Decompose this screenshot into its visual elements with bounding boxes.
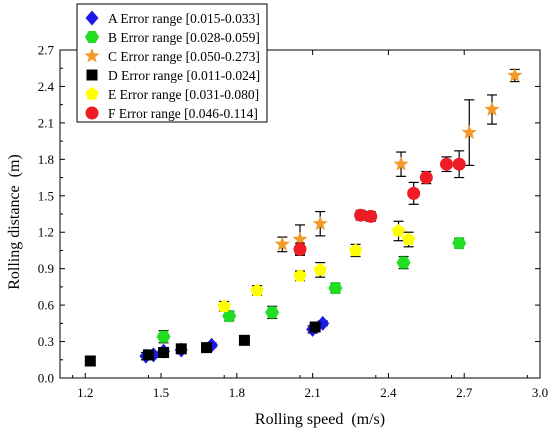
data-point bbox=[217, 299, 231, 312]
data-point bbox=[484, 101, 500, 116]
y-tick-label: 0.6 bbox=[38, 298, 55, 313]
x-axis-title: Rolling speed (m/s) bbox=[255, 411, 385, 428]
y-tick-label: 2.1 bbox=[38, 115, 54, 130]
data-point bbox=[393, 156, 409, 171]
x-tick-label: 2.4 bbox=[380, 385, 397, 400]
data-point bbox=[407, 186, 421, 200]
x-tick-label: 1.2 bbox=[77, 385, 93, 400]
series-e bbox=[217, 220, 416, 312]
x-tick-label: 3.0 bbox=[532, 385, 548, 400]
data-point bbox=[461, 124, 477, 140]
data-point bbox=[391, 224, 406, 237]
legend-box bbox=[76, 3, 268, 123]
series-c bbox=[274, 67, 523, 255]
y-tick-label: 2.4 bbox=[38, 79, 55, 94]
y-tick-label: 0.9 bbox=[38, 261, 54, 276]
y-axis-title: Rolling distance (m) bbox=[6, 154, 23, 290]
y-tick-label: 0.0 bbox=[38, 371, 54, 386]
data-point bbox=[250, 283, 264, 297]
x-tick-label: 2.1 bbox=[305, 385, 321, 400]
legend: A Error range [0.015-0.033] B Error range… bbox=[76, 3, 268, 123]
x-tick-label: 2.7 bbox=[456, 385, 473, 400]
data-point bbox=[354, 208, 368, 222]
data-point bbox=[401, 232, 416, 246]
legend-label: C Error range [0.050-0.273] bbox=[108, 49, 260, 64]
data-point bbox=[158, 346, 170, 358]
data-point bbox=[419, 171, 433, 185]
legend-marker bbox=[85, 87, 99, 100]
axes-layer: 1.2 1.5 1.8 2.1 2.4 2.7 3.0 0.0 0.3 0.6 0.9 1.2 1.5 1… bbox=[38, 43, 548, 401]
legend-label: D Error range [0.011-0.024] bbox=[108, 68, 260, 83]
data-point bbox=[507, 67, 523, 82]
y-tick-label: 0.3 bbox=[38, 334, 54, 349]
y-tick-label: 1.8 bbox=[38, 152, 54, 167]
data-point bbox=[313, 262, 327, 276]
data-point bbox=[274, 236, 290, 251]
data-point bbox=[328, 282, 343, 295]
legend-label: E Error range [0.031-0.080] bbox=[108, 87, 259, 102]
data-point bbox=[348, 243, 363, 257]
marks-layer bbox=[84, 67, 523, 367]
data-point bbox=[452, 237, 467, 250]
data-point bbox=[293, 268, 307, 282]
legend-marker bbox=[85, 106, 99, 120]
data-point bbox=[222, 309, 237, 323]
series-d bbox=[84, 321, 321, 367]
legend-label: A Error range [0.015-0.033] bbox=[108, 11, 260, 26]
legend-marker bbox=[85, 10, 99, 26]
legend-label: B Error range [0.028-0.059] bbox=[108, 30, 260, 45]
data-point bbox=[292, 231, 308, 246]
data-point bbox=[396, 256, 411, 269]
data-point bbox=[201, 342, 213, 354]
x-tick-label: 1.8 bbox=[229, 385, 245, 400]
data-point bbox=[156, 330, 171, 343]
y-tick-label: 1.5 bbox=[38, 188, 54, 203]
data-point bbox=[265, 306, 280, 319]
x-tick-label: 1.5 bbox=[153, 385, 169, 400]
data-point bbox=[364, 209, 378, 223]
data-point bbox=[175, 343, 187, 355]
data-point bbox=[293, 242, 307, 256]
data-point bbox=[238, 334, 250, 346]
data-point bbox=[309, 321, 321, 333]
data-point bbox=[452, 157, 466, 171]
legend-label: F Error range [0.046-0.114] bbox=[108, 106, 258, 121]
series-b bbox=[156, 237, 467, 344]
data-point bbox=[84, 355, 96, 367]
y-tick-label: 2.7 bbox=[38, 43, 55, 58]
data-point bbox=[312, 215, 328, 231]
y-tick-label: 1.2 bbox=[38, 225, 54, 240]
data-point bbox=[440, 157, 454, 171]
legend-marker bbox=[86, 69, 98, 81]
legend-marker bbox=[85, 30, 99, 44]
series-f bbox=[293, 150, 466, 256]
legend-marker bbox=[84, 48, 100, 63]
data-point bbox=[142, 349, 154, 361]
